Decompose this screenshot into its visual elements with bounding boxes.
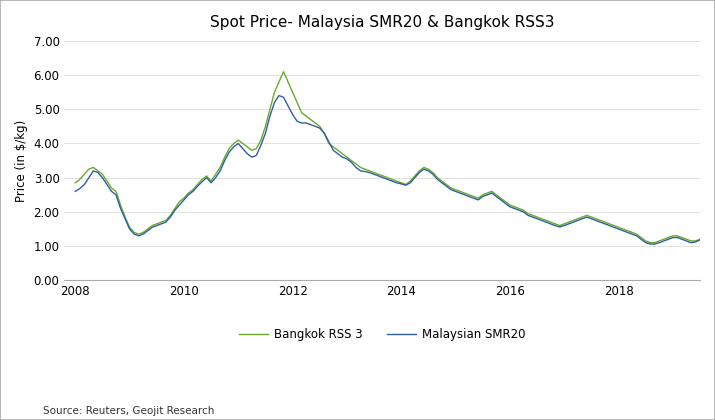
Malaysian SMR20 — [125, 226, 134, 231]
Malaysian SMR20 — [239, 146, 247, 151]
Bangkok RSS 3 — [71, 180, 79, 185]
Malaysian SMR20 — [71, 189, 79, 194]
Title: Spot Price- Malaysia SMR20 & Bangkok RSS3: Spot Price- Malaysia SMR20 & Bangkok RSS… — [210, 15, 554, 30]
Bangkok RSS 3 — [315, 124, 324, 129]
Bangkok RSS 3 — [646, 240, 654, 245]
Line: Malaysian SMR20: Malaysian SMR20 — [75, 96, 715, 244]
Bangkok RSS 3 — [125, 225, 134, 230]
Malaysian SMR20 — [646, 241, 654, 247]
Legend: Bangkok RSS 3, Malaysian SMR20: Bangkok RSS 3, Malaysian SMR20 — [235, 324, 531, 346]
Bangkok RSS 3 — [107, 185, 116, 190]
Bangkok RSS 3 — [239, 141, 247, 146]
Y-axis label: Price (in $/kg): Price (in $/kg) — [15, 119, 28, 202]
Line: Bangkok RSS 3: Bangkok RSS 3 — [75, 72, 715, 243]
Malaysian SMR20 — [275, 93, 283, 98]
Bangkok RSS 3 — [280, 69, 288, 74]
Text: Source: Reuters, Geojit Research: Source: Reuters, Geojit Research — [43, 406, 214, 416]
Malaysian SMR20 — [107, 189, 116, 194]
Malaysian SMR20 — [315, 126, 324, 131]
